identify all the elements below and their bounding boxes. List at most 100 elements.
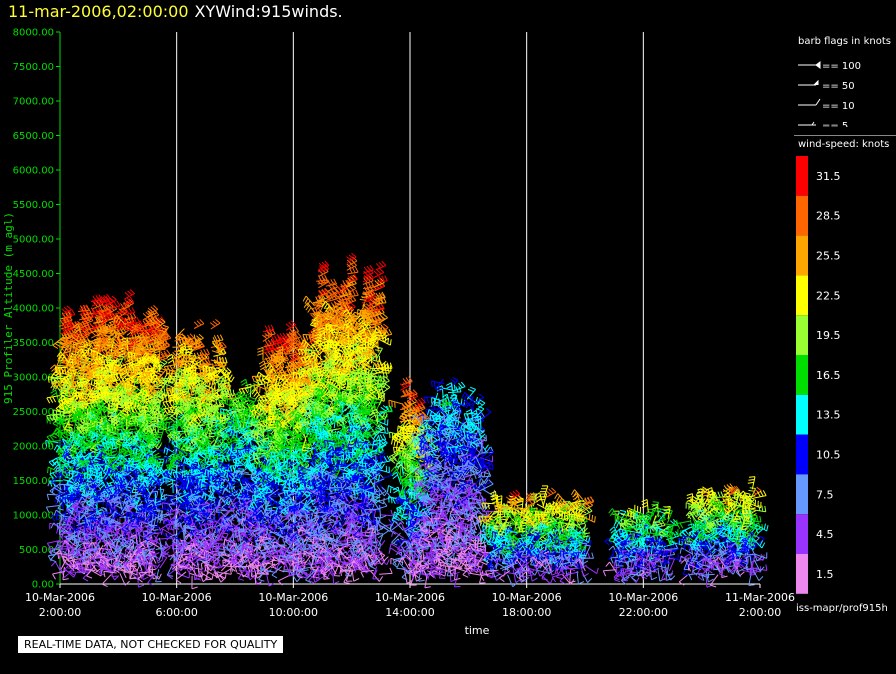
- wind-barb: [209, 319, 221, 330]
- wind-barb: [108, 399, 116, 414]
- wind-barb: [262, 324, 275, 333]
- y-tick-label: 6500.00: [13, 131, 54, 142]
- wind-barb: [92, 555, 106, 564]
- wind-barb: [166, 479, 174, 494]
- wind-barb: [95, 371, 108, 383]
- wind-barb: [73, 482, 87, 492]
- wind-barb: [46, 540, 61, 549]
- wind-barb: [68, 333, 79, 345]
- wind-barb: [88, 557, 102, 566]
- wind-barb: [100, 293, 111, 304]
- wind-barb: [90, 534, 97, 548]
- wind-barb: [45, 505, 60, 513]
- wind-barb: [66, 362, 78, 375]
- wind-barb: [97, 374, 111, 382]
- x-axis-label: time: [465, 624, 490, 637]
- y-tick-label: 0.00: [32, 580, 54, 591]
- wind-barb: [98, 558, 111, 569]
- y-tick-label: 4500.00: [13, 269, 54, 280]
- wind-barb: [102, 296, 114, 307]
- y-tick-label: 3500.00: [13, 338, 54, 349]
- wind-barb: [100, 567, 114, 575]
- wind-barb: [90, 294, 103, 303]
- y-tick-label: 5500.00: [13, 200, 54, 211]
- wind-barb: [73, 429, 87, 438]
- x-tick-label: 22:00:00: [619, 606, 668, 619]
- wind-barb: [99, 386, 113, 395]
- wind-barb: [102, 382, 115, 395]
- wind-barb: [103, 471, 116, 483]
- x-tick-label: 10-Mar-2006: [142, 591, 212, 604]
- wind-barb: [88, 337, 102, 348]
- wind-barb: [71, 405, 85, 415]
- wind-barb: [105, 557, 119, 567]
- wind-barb: [59, 380, 67, 395]
- wind-barb: [64, 345, 72, 359]
- wind-barb: [69, 563, 80, 576]
- wind-barb: [96, 352, 110, 362]
- wind-barb: [77, 341, 88, 352]
- wind-barb: [79, 305, 90, 316]
- wind-barb: [72, 332, 84, 343]
- wind-barb: [69, 328, 82, 337]
- wind-barb: [59, 403, 72, 414]
- wind-barb: [82, 338, 93, 350]
- wind-barb: [56, 366, 70, 377]
- wind-barb: [72, 475, 87, 484]
- y-tick-label: 1000.00: [13, 511, 54, 522]
- wind-barb: [76, 380, 90, 389]
- wind-barb: [102, 302, 114, 313]
- wind-barb: [64, 515, 72, 530]
- wind-barb: [82, 364, 93, 378]
- chart-header: 11-mar-2006,02:00:00 XYWind:915winds.: [8, 0, 343, 26]
- wind-barb: [49, 522, 63, 530]
- wind-barb: [79, 514, 91, 528]
- wind-barb: [68, 516, 82, 526]
- wind-barb: [100, 338, 111, 352]
- wind-barb: [76, 563, 90, 570]
- wind-barb: [82, 315, 94, 325]
- y-tick-label: 500.00: [19, 545, 54, 556]
- y-tick-label: 5000.00: [13, 235, 54, 246]
- wind-barb: [85, 486, 99, 493]
- wind-barb: [83, 533, 97, 541]
- wind-barb: [46, 395, 60, 404]
- wind-barb: [83, 542, 97, 550]
- wind-barb: [82, 552, 95, 563]
- wind-barb: [78, 555, 88, 569]
- y-axis-label: 915 Profiler Altitude (m agl): [2, 212, 15, 404]
- wind-barb: [96, 467, 105, 482]
- x-tick-label: 10-Mar-2006: [258, 591, 328, 604]
- y-tick-label: 7000.00: [13, 97, 54, 108]
- wind-barb: [108, 517, 122, 525]
- wind-barb: [106, 295, 117, 307]
- wind-barb: [107, 374, 121, 385]
- wind-barb: [63, 395, 76, 408]
- wind-barb: [72, 353, 80, 368]
- wind-barb: [64, 567, 77, 578]
- wind-barb: [85, 368, 98, 381]
- wind-barb: [62, 376, 72, 390]
- wind-barb: [78, 304, 90, 312]
- wind-barb: [83, 472, 98, 481]
- wind-barb: [106, 530, 120, 537]
- wind-barb: [346, 252, 357, 264]
- wind-barb: [105, 336, 118, 347]
- wind-barb: [65, 362, 80, 372]
- wind-barb: [102, 309, 114, 320]
- wind-barb: [56, 351, 69, 363]
- wind-barb: [52, 336, 64, 349]
- x-tick-label: 10-Mar-2006: [375, 591, 445, 604]
- wind-barb: [77, 348, 89, 361]
- wind-barb: [100, 408, 114, 416]
- x-tick-label: 6:00:00: [155, 606, 197, 619]
- wind-barb: [347, 266, 359, 275]
- wind-barb: [60, 386, 72, 399]
- wind-barb: [54, 549, 65, 563]
- wind-barb: [98, 547, 112, 555]
- wind-barb: [47, 466, 61, 475]
- x-tick-label: 10-Mar-2006: [25, 591, 95, 604]
- wind-barb: [70, 369, 79, 383]
- wind-barb: [158, 529, 171, 539]
